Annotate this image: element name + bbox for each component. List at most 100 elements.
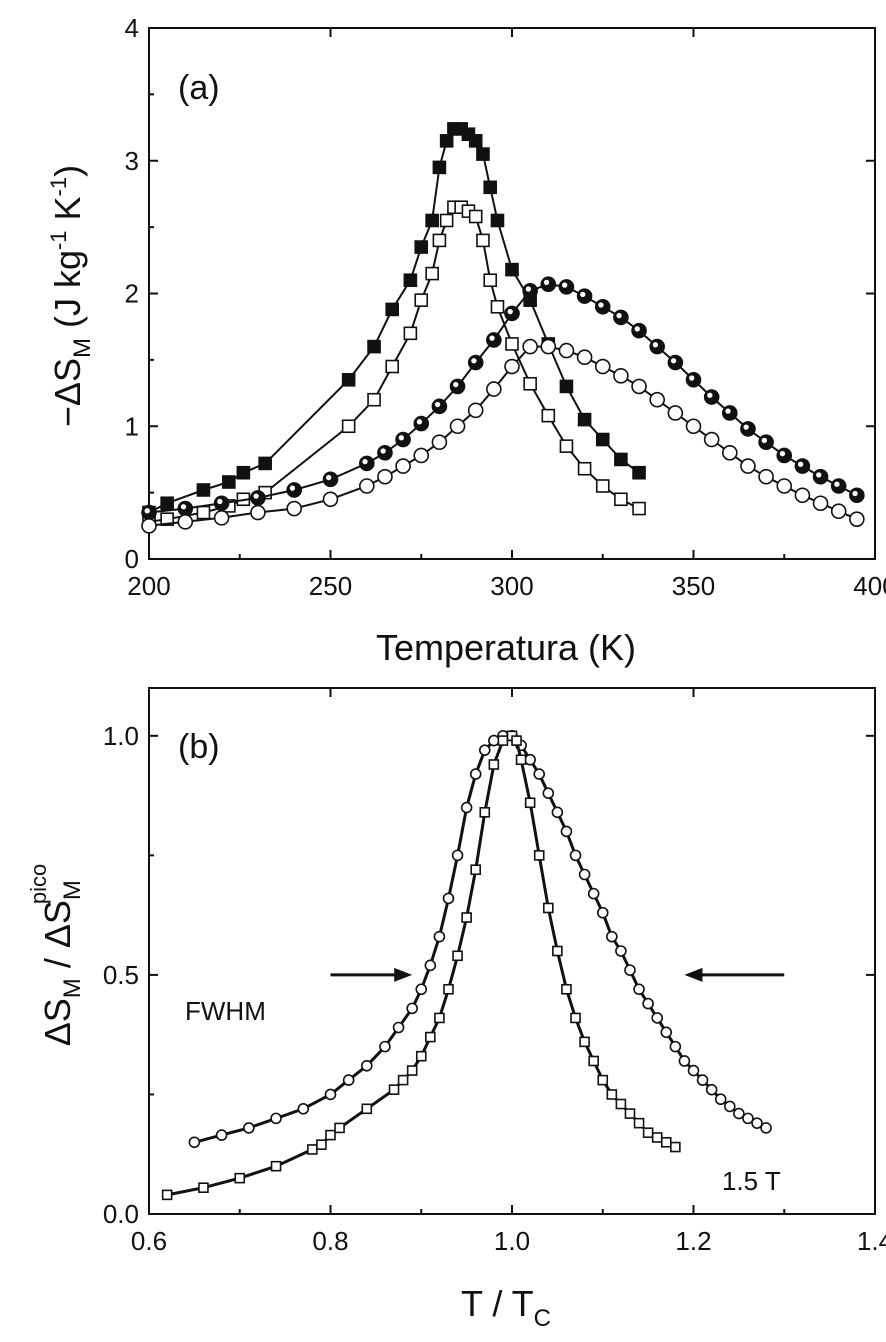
- panel-a-series-2-point: [540, 276, 557, 293]
- panel-a-series-1-point: [160, 512, 174, 526]
- panel-a-series-1-point: [468, 209, 483, 224]
- panel-a-ytick-label: 4: [125, 13, 139, 43]
- panel-a-series-2-point: [141, 504, 157, 521]
- panel-b-series-0-point: [696, 1074, 709, 1086]
- panel-a-ylabel-sub: M: [69, 338, 96, 358]
- panel-a-series-0-point: [367, 339, 381, 354]
- panel-b-series-1-point: [624, 1108, 636, 1119]
- panel-b-ytick-label: 0.5: [103, 960, 139, 990]
- panel-a-series-0-point: [432, 160, 447, 175]
- panel-b-series-1-point: [570, 1012, 581, 1024]
- panel-b-series-0-point: [733, 1107, 745, 1120]
- panel-a-series-1-point: [367, 392, 381, 407]
- panel-b-series-1-point: [334, 1122, 345, 1134]
- panel-a-ylabel: −ΔSM (J kg-1 K-1): [46, 165, 96, 427]
- panel-b-series-0-point: [760, 1122, 772, 1134]
- panel-b-series-1-point: [388, 1084, 400, 1095]
- panel-b-series-1-point: [434, 1012, 445, 1024]
- panel-b-ylabel-sub1: M: [59, 978, 86, 998]
- panel-a-series-1-point: [385, 359, 400, 374]
- panel-b-series-0-point: [342, 1074, 355, 1086]
- panel-b-series-0-point: [669, 1040, 682, 1053]
- panel-a-series-2-point: [576, 288, 593, 304]
- panel-a-ytick-label: 1: [125, 411, 139, 441]
- panel-a-ticks: 200 250 300 350 400 0 1 2 3 4: [125, 13, 886, 601]
- fwhm-arrow-left: [684, 967, 785, 982]
- panel-a-series-0-point: [476, 147, 490, 161]
- panel-b-series-0-point: [714, 1093, 727, 1106]
- panel-b: 0.6 0.8 1.0 1.2 1.40.00.51.0 (b) FWHM 1.5 T …: [26, 687, 886, 1332]
- panel-b-series-0-point: [433, 930, 446, 943]
- panel-a-series-0-point: [414, 240, 429, 254]
- panel-b-xlabel: T / TC: [461, 1283, 551, 1332]
- panel-b-series-1-point: [542, 902, 554, 914]
- panel-a-series-0-point: [577, 412, 592, 427]
- panel-a-series-3-point: [849, 511, 865, 527]
- panel-a-series-2-point: [322, 471, 339, 488]
- panel-b-series-1-point: [470, 864, 482, 876]
- panel-b-series-1-point: [443, 983, 454, 995]
- panel-a-series-0-point: [614, 452, 628, 467]
- panel-b-series-0-point: [651, 1012, 664, 1024]
- panel-b-frame: [148, 687, 876, 1215]
- panel-a-series-2-point: [504, 305, 520, 322]
- panel-b-series-0-point: [624, 964, 636, 976]
- panel-b-series-1-point: [234, 1172, 246, 1184]
- panel-a-ylabel-sup1: -1: [46, 230, 71, 250]
- panel-a-series-0-point: [483, 180, 498, 195]
- panel-b-series-1-point: [606, 1089, 618, 1100]
- panel-a-ytick-label: 0: [125, 544, 139, 574]
- panel-b-xtick-label: 1.2: [675, 1226, 711, 1256]
- panel-a-series-0-point: [505, 262, 519, 277]
- panel-a-series-1-point: [425, 266, 439, 281]
- panel-a-series-1-point: [432, 233, 447, 248]
- panel-a-series-2-point: [849, 487, 865, 504]
- panel-a-series-2-point: [213, 495, 230, 512]
- panel-a-series-3-point: [594, 358, 611, 375]
- panel-a-marks: [141, 122, 865, 534]
- panel-b-series-1-point: [415, 1050, 427, 1062]
- panel-a-series-1-point: [483, 273, 498, 288]
- panel-a-series-1-point: [541, 408, 556, 423]
- panel-a-series-2-line: [148, 283, 858, 514]
- panel-b-xlabel-sub: C: [534, 1305, 551, 1332]
- panel-a-series-2-point: [649, 338, 666, 355]
- panel-a-series-2-point: [812, 468, 829, 485]
- panel-b-series-1-point: [497, 735, 509, 746]
- panel-b-ylabel-sub2: M: [59, 880, 86, 900]
- panel-a-series-2-point: [377, 444, 393, 461]
- panel-a-series-2-point: [667, 354, 684, 371]
- panel-a-series-2-point: [286, 482, 303, 498]
- panel-b-ylabel: ΔSM / ΔSMpico: [26, 864, 86, 1047]
- panel-b-xtick-label: 0.6: [131, 1226, 167, 1256]
- panel-b-series-0-point: [751, 1117, 763, 1129]
- panel-a-series-2-point: [522, 283, 538, 299]
- panel-b-series-0-point: [569, 849, 582, 862]
- panel-b-series-1-point: [579, 1036, 590, 1048]
- panel-a-series-2-point: [177, 500, 194, 517]
- panel-b-series-1-point: [270, 1160, 282, 1172]
- panel-b-series-1-point: [515, 754, 527, 766]
- panel-b-series-0-point: [542, 787, 555, 800]
- panel-a-series-3-point: [377, 468, 393, 485]
- panel-b-series-0-point: [188, 1136, 201, 1149]
- panel-a-series-3-point: [486, 381, 502, 397]
- panel-a-series-2-point: [776, 447, 793, 464]
- panel-b-series-1-point: [452, 950, 463, 962]
- panel-a-series-2-point: [449, 378, 466, 395]
- panel-a-series-2-point: [486, 332, 502, 348]
- panel-a-series-0-point: [385, 302, 400, 317]
- panel-b-series-1-point: [633, 1117, 645, 1129]
- panel-b-ytick-label: 0.0: [103, 1199, 139, 1229]
- panel-a-series-1-point: [414, 293, 429, 307]
- panel-b-arrows: [330, 967, 785, 982]
- panel-b-series-0-point: [392, 1021, 405, 1034]
- panel-b-xtick-label: 1.4: [857, 1226, 886, 1256]
- panel-b-series-1-point: [361, 1103, 373, 1115]
- panel-a-series-3-point: [703, 431, 720, 448]
- panel-b-series-1-point: [198, 1182, 209, 1193]
- panel-a-series-1-point: [614, 492, 628, 507]
- panel-b-series-0-point: [524, 753, 536, 766]
- panel-a-series-2-point: [467, 354, 484, 371]
- panel-a-ytick-label: 2: [125, 279, 139, 309]
